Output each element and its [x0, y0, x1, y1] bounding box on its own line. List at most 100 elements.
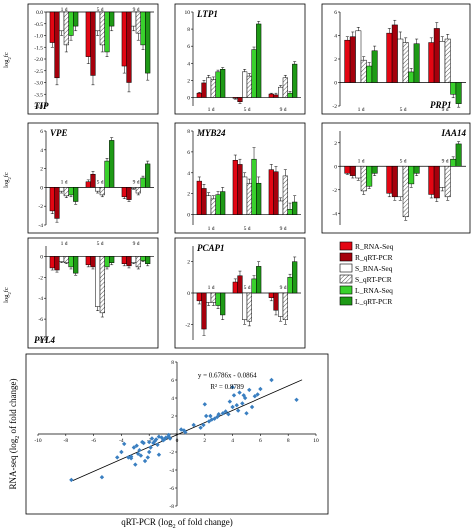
scatter-point [147, 449, 152, 455]
ylabel-sub: 2 [7, 292, 12, 294]
bar-r_rna-seq [121, 187, 127, 198]
panel-pyl4: 0 -2 -4 -6 -8 1 d 5 d 9 d PYL4 [27, 237, 159, 349]
category-label: 9 d [280, 107, 287, 113]
y-tick-label: 2 [334, 57, 337, 63]
bar-l_qrt-pcr [220, 191, 226, 215]
legend-label: S_RNA-Seq [355, 264, 393, 273]
scatter-point [156, 452, 162, 457]
category-label: 9 d [442, 158, 449, 164]
panel-ylabel: log2fc [3, 287, 12, 303]
category-label: 9 d [280, 226, 287, 232]
category-label: 1 d [61, 179, 68, 185]
y-tick-label: -2 [185, 322, 190, 328]
x-tick-label: -8 [64, 438, 69, 444]
ylabel-base: log [3, 179, 10, 188]
scatter-point [131, 445, 137, 450]
category-label: 1 d [61, 7, 68, 13]
bar-r_qrt-pcr [433, 166, 440, 199]
scatter-point [269, 377, 274, 383]
x-tick-label: 0 [176, 438, 179, 444]
scatter-point [252, 394, 258, 399]
bar-s_rna-seq [59, 187, 65, 192]
bar-r_rna-seq [85, 11, 91, 57]
bar-l_rna-seq [68, 187, 74, 196]
bar-s_qrt-pcr [99, 256, 105, 314]
y-tick-label: 0 [187, 291, 190, 297]
bar-l_qrt-pcr [292, 201, 298, 215]
scatter-point [147, 439, 152, 445]
bar-s_qrt-pcr [210, 292, 216, 303]
scatter-point [121, 441, 127, 447]
bar-s_rna-seq [439, 166, 446, 188]
y-tick-label: -2 [332, 188, 337, 194]
bar-l_rna-seq [140, 256, 146, 261]
bar-s_rna-seq [59, 11, 65, 32]
y-tick-label: 4 [40, 148, 43, 154]
bar-s_rna-seq [131, 256, 137, 263]
category-label: 1 d [358, 158, 365, 164]
fit-r-squared: R² = 0.8789 [210, 383, 244, 391]
panel-myb24: 0 2 4 6 8 1 d 5 d 9 d MYB24 [174, 122, 306, 234]
category-label: 5 d [400, 158, 407, 164]
bar-r_rna-seq [344, 39, 351, 83]
bar-r_qrt-pcr [126, 11, 132, 83]
ylabel-suffix: fc [3, 287, 10, 292]
bar-r_qrt-pcr [391, 24, 398, 83]
scatter-panel: -10-8-6-4-202468108642-2-4-6-8y = 0.6786… [25, 353, 329, 515]
y-tick-label: 8 [187, 27, 190, 33]
scatter-point [167, 436, 173, 441]
y-tick-label: 8 [187, 129, 190, 135]
gene-title: TIP [34, 101, 49, 111]
bar-r_rna-seq [428, 166, 435, 195]
scatter-point [244, 411, 249, 416]
scatter-point [191, 422, 196, 428]
bar-r_qrt-pcr [201, 188, 207, 215]
bar-s_rna-seq [439, 41, 446, 83]
scatter-point [202, 402, 207, 407]
y-tick-label: 4 [187, 171, 190, 177]
bar-l_rna-seq [104, 11, 110, 53]
y-tick-label: 0 [187, 95, 190, 101]
bar-l_qrt-pcr [371, 50, 378, 83]
scatter-point [149, 436, 155, 441]
bar-s_rna-seq [206, 77, 212, 98]
scatter-point [166, 432, 171, 438]
scatter-ylabel: RNA-seq (log2 of fold change) [8, 379, 21, 490]
bar-r_qrt-pcr [201, 292, 207, 330]
ylabel-sub: 2 [7, 177, 12, 179]
x-tick-label: 4 [231, 438, 234, 444]
bar-l_rna-seq [68, 11, 74, 36]
scatter-xlabel: qRT-PCR (log2 of fold change) [121, 517, 233, 529]
bar-l_qrt-pcr [292, 261, 298, 294]
legend-label: L_qRT-PCR [355, 297, 392, 306]
y-tick-label: 0 [187, 213, 190, 219]
bar-l_rna-seq [215, 71, 221, 98]
bar-r_qrt-pcr [273, 94, 279, 98]
y-tick-label: -2 [332, 104, 337, 110]
bar-s_qrt-pcr [63, 11, 69, 46]
bar-r_rna-seq [196, 292, 202, 302]
bar-l_rna-seq [408, 166, 415, 185]
ylabel-base: log [3, 59, 10, 68]
panel-ylabel: log2fc [3, 172, 12, 188]
panel-pcap1: 2 0 -2 1 d 5 d 9 d PCAP1 [174, 237, 306, 349]
y-tick-label: 2 [334, 141, 337, 147]
bar-s_rna-seq [397, 166, 404, 198]
legend-label: R_RNA-Seq [355, 242, 394, 251]
scatter-point [153, 437, 159, 442]
scatter-point [258, 386, 263, 392]
bar-s_qrt-pcr [135, 11, 141, 34]
panel-vpe: 6 4 2 0 -2 -4 1 d 5 d 9 d VPE [27, 122, 159, 234]
bar-r_rna-seq [121, 256, 127, 265]
bar-l_rna-seq [140, 11, 146, 46]
bar-r_qrt-pcr [433, 28, 440, 83]
scatter-point [128, 456, 134, 461]
scatter-point [216, 412, 221, 417]
bar-s_qrt-pcr [444, 38, 451, 83]
legend-swatch [339, 285, 353, 295]
category-label: 9 d [280, 285, 287, 291]
bar-l_rna-seq [140, 177, 146, 188]
bar-s_qrt-pcr [360, 59, 367, 83]
y-tick-label: -2.5 [34, 69, 43, 75]
bar-s_qrt-pcr [444, 166, 451, 198]
